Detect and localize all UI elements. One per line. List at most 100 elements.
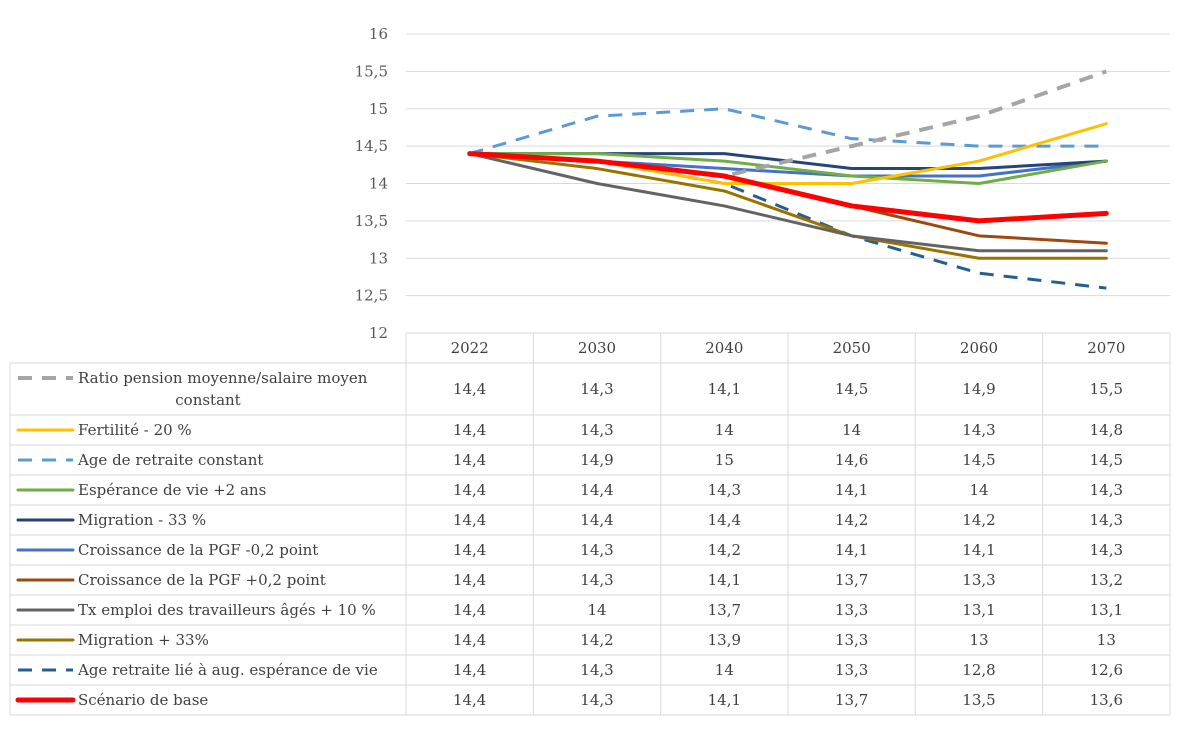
table-value: 14,4 — [453, 691, 486, 709]
table-value: 14,2 — [580, 631, 613, 649]
table-value: 15 — [715, 451, 734, 469]
legend-label: Age retraite lié à aug. espérance de vie — [77, 661, 378, 679]
series-lines — [467, 69, 1109, 290]
series-line — [469, 107, 1107, 156]
legend-label: constant — [175, 391, 240, 409]
table-value: 14,3 — [1090, 511, 1123, 529]
y-tick-label: 12,5 — [355, 287, 388, 305]
table-value: 14 — [969, 481, 988, 499]
table-value: 14,4 — [453, 511, 486, 529]
table-value: 13,7 — [835, 571, 868, 589]
series-line — [467, 151, 1109, 224]
table-value: 14,5 — [835, 380, 868, 398]
table-value: 14,4 — [708, 511, 741, 529]
table-value: 14,1 — [962, 541, 995, 559]
table-value: 14,1 — [708, 380, 741, 398]
table-value: 13,3 — [835, 631, 868, 649]
table-value: 13 — [1097, 631, 1116, 649]
table-value: 14,4 — [453, 380, 486, 398]
table-value: 13,3 — [835, 661, 868, 679]
table-value: 14,2 — [708, 541, 741, 559]
table-value: 14,4 — [453, 451, 486, 469]
table-value: 15,5 — [1090, 380, 1123, 398]
table-value: 14 — [715, 661, 734, 679]
table-value: 14,1 — [708, 691, 741, 709]
table-value: 13 — [969, 631, 988, 649]
legend-label: Croissance de la PGF +0,2 point — [78, 571, 326, 589]
table-value: 14,4 — [453, 541, 486, 559]
table-value: 14,4 — [453, 661, 486, 679]
table-value: 14,3 — [962, 421, 995, 439]
table-value: 14,1 — [835, 541, 868, 559]
table-value: 14,4 — [453, 631, 486, 649]
table-value: 14,3 — [1090, 481, 1123, 499]
series-line — [468, 152, 1108, 185]
y-tick-label: 15 — [369, 100, 388, 118]
table-value: 13,3 — [835, 601, 868, 619]
table-value: 14,3 — [580, 541, 613, 559]
table-value: 13,1 — [1090, 601, 1123, 619]
x-category-label: 2070 — [1087, 339, 1125, 357]
data-table: 2022 2030 2040 2050 2060 2070 Ratio pension mo… — [9, 332, 1171, 716]
table-value: 14,3 — [580, 421, 613, 439]
table-value: 14 — [715, 421, 734, 439]
series-line — [468, 152, 1108, 260]
y-tick-label: 14,5 — [355, 137, 388, 155]
table-value: 14,4 — [580, 511, 613, 529]
table-value: 13,7 — [708, 601, 741, 619]
legend-label: Espérance de vie +2 ans — [78, 481, 266, 499]
y-tick-label: 13,5 — [355, 212, 388, 230]
table-value: 13,2 — [1090, 571, 1123, 589]
table-value: 14,9 — [580, 451, 613, 469]
table-value: 13,1 — [962, 601, 995, 619]
table-value: 14,5 — [962, 451, 995, 469]
legend-label: Ratio pension moyenne/salaire moyen — [78, 369, 368, 387]
y-tick-label: 15,5 — [355, 62, 388, 80]
x-category-label: 2040 — [705, 339, 743, 357]
legend-label: Scénario de base — [78, 691, 208, 709]
table-value: 14,3 — [580, 571, 613, 589]
table-value: 14,9 — [962, 380, 995, 398]
table-value: 14,8 — [1090, 421, 1123, 439]
table-value: 13,5 — [962, 691, 995, 709]
table-value: 13,6 — [1090, 691, 1123, 709]
table-value: 14,1 — [835, 481, 868, 499]
x-category-label: 2030 — [578, 339, 616, 357]
y-tick-label: 14 — [369, 175, 388, 193]
legend-label: Migration - 33 % — [78, 511, 206, 529]
y-axis-tick-labels: 16 15,5 15 14,5 14 13,5 13 12,5 12 — [355, 25, 388, 342]
table-value: 14,4 — [453, 481, 486, 499]
table-value: 14,1 — [708, 571, 741, 589]
table-value: 14 — [842, 421, 861, 439]
x-category-label: 2022 — [451, 339, 489, 357]
table-value: 14 — [587, 601, 606, 619]
series-line — [468, 152, 1108, 253]
table-value: 13,3 — [962, 571, 995, 589]
table-value: 14,2 — [835, 511, 868, 529]
table-value: 14,5 — [1090, 451, 1123, 469]
table-value: 14,3 — [580, 661, 613, 679]
table-value: 14,4 — [453, 571, 486, 589]
legend-label: Tx emploi des travailleurs âgés + 10 % — [78, 601, 376, 619]
legend-label: Croissance de la PGF -0,2 point — [78, 541, 318, 559]
table-value: 14,2 — [962, 511, 995, 529]
table-value: 14,4 — [453, 601, 486, 619]
table-value: 12,6 — [1090, 661, 1123, 679]
table-value: 14,3 — [1090, 541, 1123, 559]
x-category-label: 2060 — [960, 339, 998, 357]
legend-label: Age de retraite constant — [77, 451, 263, 469]
table-value: 14,3 — [708, 481, 741, 499]
table-value: 14,4 — [580, 481, 613, 499]
table-value: 12,8 — [962, 661, 995, 679]
table-value: 13,7 — [835, 691, 868, 709]
legend-label: Migration + 33% — [78, 631, 209, 649]
y-tick-label: 16 — [369, 25, 388, 43]
x-category-label: 2050 — [833, 339, 871, 357]
y-tick-label: 13 — [369, 249, 388, 267]
legend-label: Fertilité - 20 % — [78, 421, 192, 439]
table-value: 13,9 — [708, 631, 741, 649]
y-tick-label: 12 — [369, 324, 388, 342]
table-value: 14,4 — [453, 421, 486, 439]
table-value: 14,6 — [835, 451, 868, 469]
